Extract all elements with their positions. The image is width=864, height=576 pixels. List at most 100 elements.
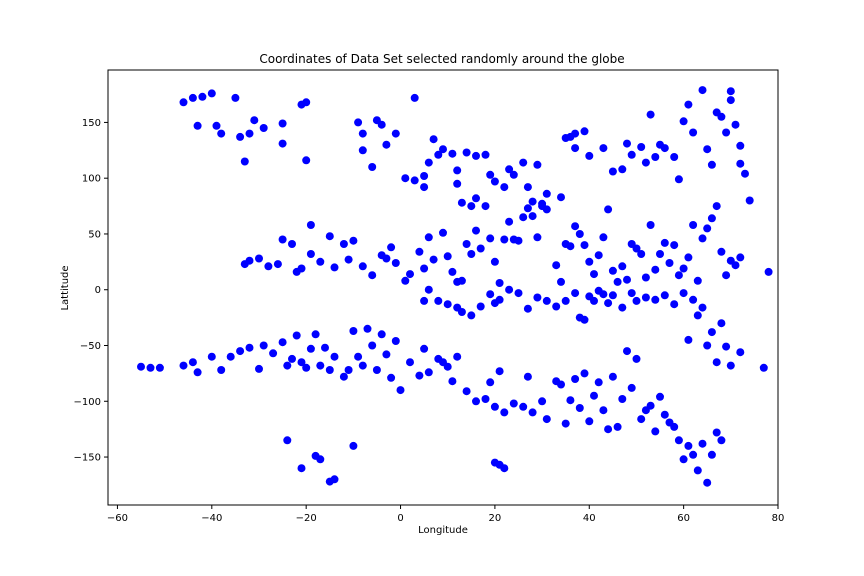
data-point — [523, 372, 532, 381]
data-point — [651, 265, 660, 274]
data-point — [297, 358, 306, 367]
data-point — [269, 349, 278, 358]
data-point — [523, 204, 532, 213]
data-point — [439, 145, 447, 154]
data-point — [599, 144, 608, 153]
data-point — [566, 396, 575, 405]
data-point — [288, 354, 296, 363]
data-point — [604, 425, 613, 434]
data-point — [637, 143, 646, 151]
data-point — [316, 361, 325, 370]
data-point — [226, 352, 235, 361]
data-point — [486, 290, 495, 299]
data-point — [505, 285, 514, 294]
data-point — [453, 352, 462, 361]
data-point — [259, 341, 268, 350]
data-point — [552, 261, 561, 270]
data-point — [255, 254, 263, 263]
data-point — [722, 271, 731, 280]
data-point — [490, 402, 499, 411]
data-point — [590, 391, 598, 400]
data-point — [434, 296, 443, 305]
data-point — [245, 129, 254, 138]
data-point — [363, 324, 372, 333]
data-point — [325, 232, 334, 241]
data-point — [410, 93, 419, 102]
data-point — [523, 183, 532, 192]
data-point — [731, 120, 740, 129]
data-point — [344, 366, 353, 374]
data-point — [689, 450, 698, 459]
data-point — [698, 303, 707, 312]
data-point — [424, 285, 433, 294]
data-point — [420, 183, 429, 192]
data-point — [594, 378, 603, 387]
data-point — [462, 148, 471, 157]
data-point — [486, 234, 495, 243]
data-point — [490, 177, 499, 186]
data-point — [736, 141, 745, 150]
data-point — [193, 121, 202, 130]
data-point — [259, 124, 268, 132]
data-point — [401, 174, 410, 183]
data-point — [580, 241, 589, 250]
data-point — [453, 166, 462, 175]
data-point — [349, 236, 358, 245]
data-point — [476, 302, 485, 311]
data-point — [590, 296, 598, 305]
data-point — [321, 343, 329, 352]
data-point — [698, 86, 707, 95]
data-point — [429, 255, 438, 264]
data-point — [443, 300, 452, 309]
data-point — [684, 100, 693, 109]
data-point — [637, 415, 646, 424]
data-point — [415, 371, 424, 380]
data-point — [420, 172, 429, 180]
data-point — [665, 259, 674, 267]
data-point — [703, 341, 712, 350]
data-point — [330, 352, 339, 361]
data-point — [575, 230, 584, 238]
data-point — [283, 361, 292, 370]
data-point — [571, 222, 580, 231]
data-point — [580, 369, 589, 378]
x-tick-label: −60 — [107, 513, 128, 524]
data-point — [462, 387, 471, 396]
x-tick-label: 60 — [677, 513, 690, 524]
data-point — [689, 128, 698, 137]
data-point — [712, 202, 721, 211]
data-point — [387, 373, 396, 382]
y-tick-label: −100 — [74, 397, 101, 408]
data-point — [245, 256, 254, 265]
data-point — [306, 221, 315, 229]
data-point — [632, 354, 641, 363]
data-point — [585, 257, 594, 266]
data-point — [703, 224, 712, 233]
x-tick-label: −20 — [296, 513, 317, 524]
data-point — [311, 330, 320, 339]
data-point — [528, 212, 537, 221]
data-point — [372, 366, 381, 374]
data-point — [575, 404, 584, 412]
data-point — [406, 270, 414, 279]
data-point — [217, 366, 226, 374]
data-point — [302, 363, 311, 372]
data-point — [608, 167, 617, 176]
data-point — [283, 436, 292, 445]
data-point — [726, 87, 735, 96]
data-point — [712, 428, 721, 437]
data-point — [670, 153, 679, 161]
data-point — [689, 221, 698, 229]
data-point — [339, 240, 348, 248]
data-point — [179, 98, 188, 107]
data-point — [717, 247, 726, 256]
data-point — [561, 296, 570, 305]
data-point — [278, 338, 287, 347]
x-tick-label: 40 — [583, 513, 596, 524]
plot-frame — [107, 69, 779, 506]
data-point — [684, 335, 693, 344]
data-point — [391, 337, 400, 345]
data-point — [641, 293, 650, 302]
data-point — [486, 170, 495, 179]
data-point — [424, 368, 433, 377]
